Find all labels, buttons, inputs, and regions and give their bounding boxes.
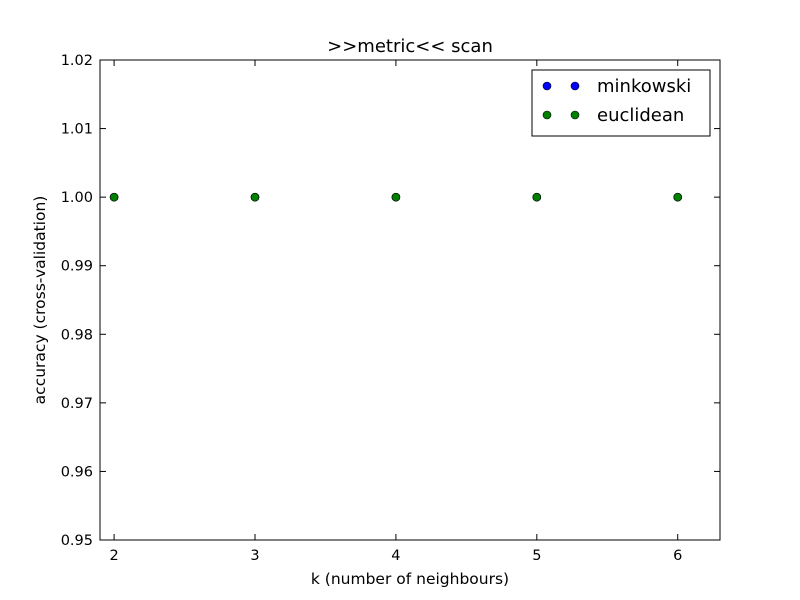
y-tick-label: 1.02	[61, 53, 93, 69]
x-tick-label: 5	[532, 548, 541, 564]
y-tick-label: 0.97	[61, 396, 93, 412]
data-point	[532, 192, 542, 202]
series-euclidean	[109, 192, 683, 202]
y-tick-label: 0.99	[61, 259, 93, 275]
legend-marker	[570, 110, 580, 120]
y-axis: 0.95 0.96 0.97 0.98 0.99 1.00 1.01 1.02	[61, 53, 720, 549]
plot-frame	[99, 59, 721, 541]
legend-marker	[542, 81, 552, 91]
legend-label: euclidean	[597, 105, 684, 126]
x-axis-label: k (number of neighbours)	[311, 570, 509, 588]
y-axis-label: accuracy (cross-validation)	[31, 196, 49, 405]
data-point	[673, 192, 683, 202]
data-point	[109, 192, 119, 202]
x-tick-label: 4	[391, 548, 400, 564]
legend: minkowski euclidean	[531, 69, 711, 137]
y-tick-label: 1.00	[61, 190, 93, 206]
x-axis: 2 3 4 5 6	[109, 60, 682, 564]
plot-area	[109, 192, 683, 202]
legend-label: minkowski	[597, 76, 691, 97]
y-tick-label: 0.98	[61, 327, 93, 343]
x-tick-label: 3	[250, 548, 259, 564]
legend-marker	[542, 110, 552, 120]
x-tick-label: 2	[109, 548, 118, 564]
y-tick-label: 1.01	[61, 122, 93, 138]
y-tick-label: 0.96	[61, 464, 93, 480]
x-tick-label: 6	[673, 548, 682, 564]
legend-marker	[570, 81, 580, 91]
data-point	[391, 192, 401, 202]
data-point	[250, 192, 260, 202]
chart-title: >>metric<< scan	[327, 36, 493, 57]
y-tick-label: 0.95	[61, 533, 93, 549]
legend-box	[531, 69, 711, 137]
